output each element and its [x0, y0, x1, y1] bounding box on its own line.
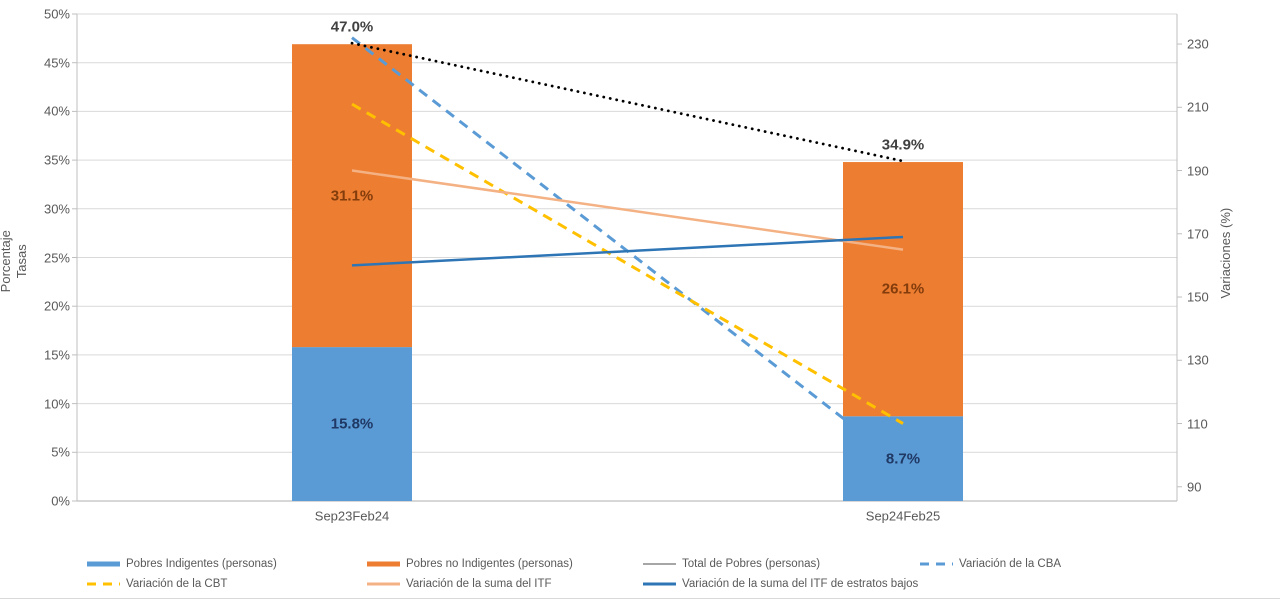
line-total-de-pobres-personas-	[350, 41, 905, 163]
legend-label: Variación de la suma del ITF de estratos…	[682, 578, 919, 590]
right-axis-tick-label: 130	[1187, 352, 1209, 368]
legend-item: Variación de la suma del ITF	[367, 577, 552, 591]
left-axis-tick-label: 50%	[43, 6, 70, 22]
legend-label: Total de Pobres (personas)	[682, 558, 821, 570]
legend-item: Variación de la CBT	[87, 577, 227, 591]
left-axis-title: Porcentaje Tasas	[0, 230, 29, 293]
category-label: Sep23Feb24	[314, 508, 390, 524]
right-axis-tick-label: 110	[1187, 416, 1208, 432]
left-axis-tick-label: 30%	[43, 201, 70, 217]
right-axis-tick-label: 90	[1187, 479, 1202, 495]
bar-segment-0-cat-0	[292, 347, 412, 501]
bottom-divider	[0, 598, 1280, 599]
left-axis-tick-label: 0%	[51, 493, 70, 509]
bar-segment-label: 31.1%	[330, 187, 374, 205]
left-axis-tick-label: 20%	[43, 298, 70, 314]
bar-segment-label: 8.7%	[885, 450, 921, 468]
legend-item: Pobres no Indigentes (personas)	[367, 557, 573, 571]
right-axis-tick-label: 150	[1187, 289, 1209, 305]
bar-segment-1-cat-1	[843, 162, 963, 417]
left-axis-tick-label: 25%	[43, 250, 70, 265]
line-variaci-n-de-la-suma-del-itf-de-estratos-bajos	[351, 235, 904, 267]
line-variaci-n-de-la-suma-del-itf	[351, 169, 904, 251]
legend-swatch-line-solid	[643, 582, 676, 586]
left-axis-tick-label: 45%	[43, 55, 70, 71]
right-axis-title: Variaciones (%)	[1217, 207, 1233, 299]
left-axis-tick-label: 5%	[51, 444, 70, 460]
legend-item: Variación de la suma del ITF de estratos…	[643, 577, 918, 591]
legend-swatch-bar	[367, 561, 400, 567]
left-axis-tick-label: 35%	[43, 152, 70, 168]
right-axis-tick-label: 190	[1187, 163, 1209, 179]
right-axis-tick-label: 170	[1187, 226, 1209, 242]
legend-swatch-line-dashed	[87, 582, 120, 586]
left-axis-tick-label: 10%	[43, 396, 70, 412]
bar-segment-label: 26.1%	[881, 280, 925, 298]
legend-swatch-bar	[87, 561, 120, 567]
total-label: 34.9%	[881, 136, 925, 154]
bar-segment-1-cat-0	[292, 44, 412, 348]
left-axis-tick-label: 40%	[43, 103, 70, 119]
legend-label: Pobres Indigentes (personas)	[126, 558, 277, 570]
right-axis-tick-label: 230	[1187, 36, 1209, 52]
bar-segment-label: 15.8%	[330, 415, 374, 433]
legend-label: Pobres no Indigentes (personas)	[406, 558, 573, 570]
legend-swatch-line-solid	[643, 563, 676, 565]
legend-swatch-line-dashed	[920, 562, 953, 566]
left-axis-tick-label: 15%	[43, 347, 70, 363]
total-label: 47.0%	[330, 18, 374, 36]
legend-swatch-line-solid	[367, 582, 400, 586]
legend-label: Variación de la suma del ITF	[406, 578, 552, 590]
right-axis-tick-label: 210	[1187, 99, 1209, 115]
bar-segment-0-cat-1	[843, 416, 963, 501]
legend-label: Variación de la CBA	[959, 558, 1062, 570]
line-variaci-n-de-la-cbt	[351, 102, 904, 425]
category-label: Sep24Feb25	[865, 508, 941, 524]
legend-item: Total de Pobres (personas)	[643, 557, 820, 571]
legend-label: Variación de la CBT	[126, 578, 228, 590]
legend-item: Variación de la CBA	[920, 557, 1061, 571]
legend-item: Pobres Indigentes (personas)	[87, 557, 277, 571]
